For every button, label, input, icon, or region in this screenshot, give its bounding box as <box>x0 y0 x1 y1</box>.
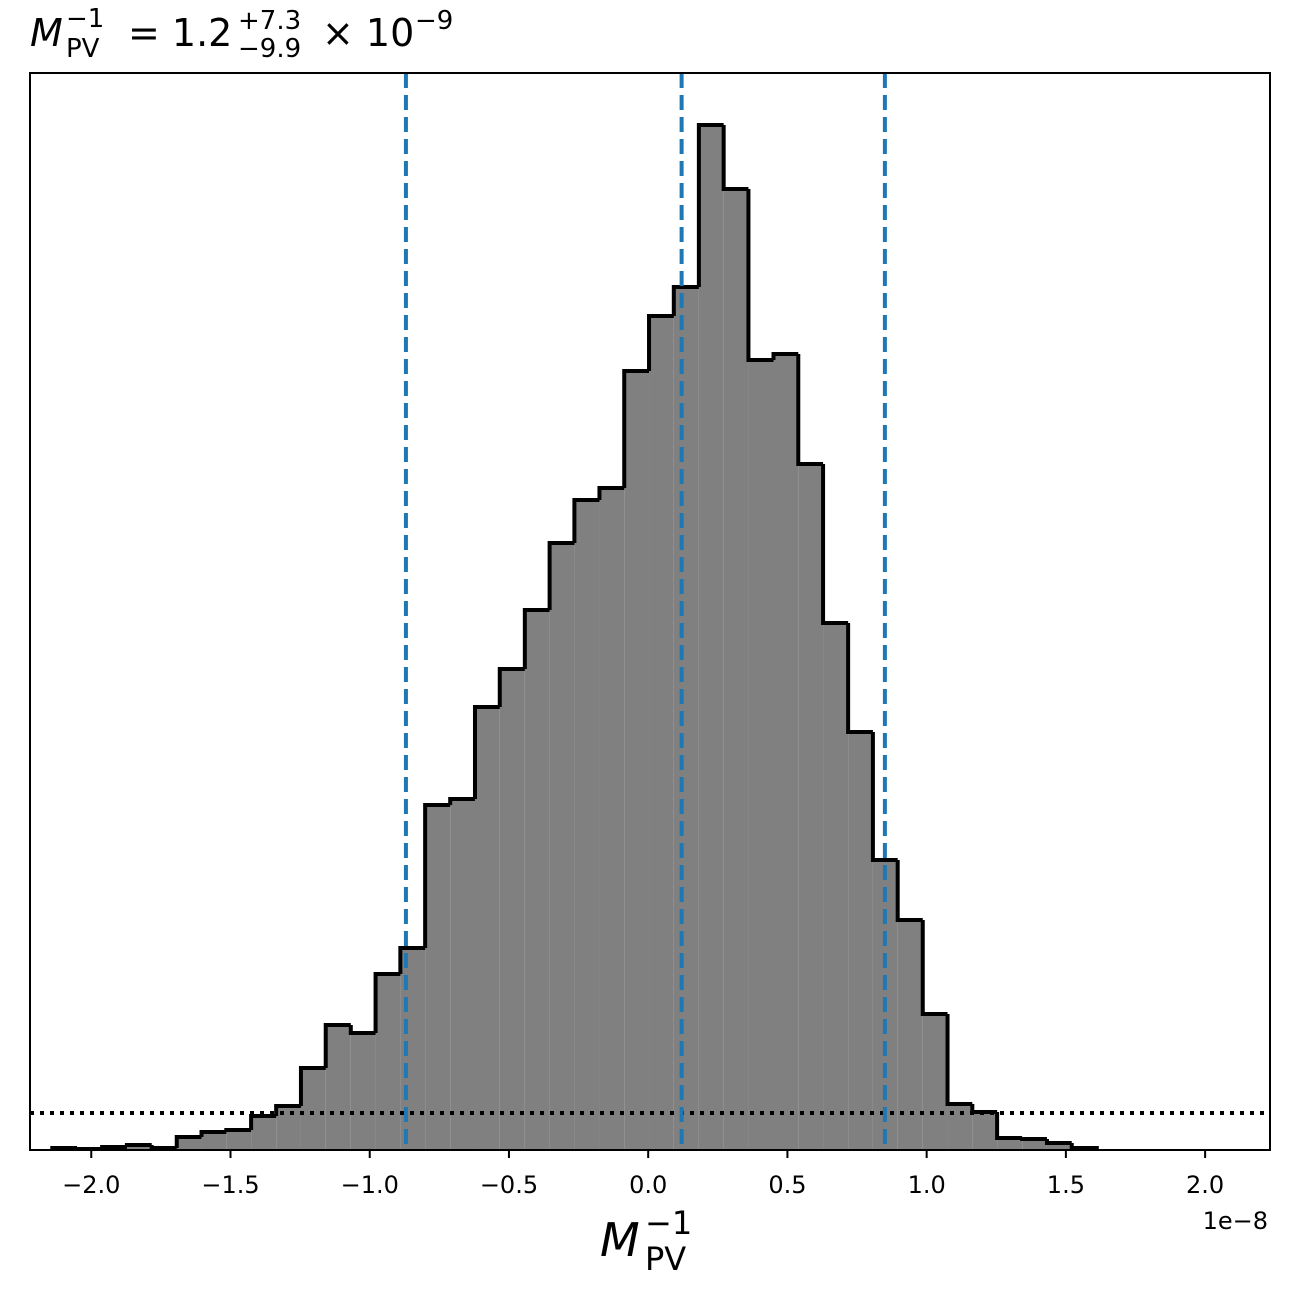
histogram-outline <box>995 1112 1023 1140</box>
histogram-outline <box>348 1025 376 1035</box>
histogram-outline <box>870 732 898 862</box>
x-tick-label: −1.0 <box>341 1171 399 1199</box>
histogram-outline <box>323 1023 351 1068</box>
x-tick-label: −0.5 <box>480 1171 538 1199</box>
histogram-outline <box>149 1145 177 1150</box>
histogram-bar <box>474 707 500 1150</box>
histogram-outline <box>821 464 849 625</box>
histogram-outline <box>721 125 749 191</box>
title-value: = 1.2 <box>128 11 232 55</box>
x-axis-symbol: M <box>600 1213 640 1267</box>
histogram-bar <box>201 1132 227 1150</box>
histogram-outline <box>398 946 426 974</box>
x-axis-subscript: PV <box>645 1240 686 1278</box>
histogram-bar <box>375 974 401 1150</box>
title-upper-error: +7.3 <box>238 6 301 36</box>
histogram-bar <box>848 732 873 1150</box>
histogram-bar <box>325 1025 351 1150</box>
histogram-bar <box>773 354 799 1150</box>
histogram-outline <box>423 803 451 948</box>
histogram-bar <box>748 360 774 1150</box>
x-tick-label: 0.5 <box>768 1171 806 1199</box>
histogram-bar <box>549 543 575 1150</box>
histogram-bar <box>947 1104 973 1150</box>
histogram-outline <box>75 1147 103 1151</box>
plot-frame <box>29 72 1271 1151</box>
title-exponent: −9 <box>415 6 453 36</box>
histogram-bar <box>300 1068 326 1150</box>
histogram-outline <box>796 354 824 466</box>
histogram-bar <box>673 287 699 1150</box>
histogram-bar <box>823 623 849 1150</box>
title-superscript: −1 <box>66 4 104 34</box>
title-multiplier: × 10 <box>322 11 414 55</box>
histogram-outline <box>647 314 674 371</box>
offset-text: 1e−8 <box>1203 1207 1268 1235</box>
title-lower-error: −9.9 <box>238 34 301 64</box>
histogram-bar <box>997 1138 1023 1150</box>
histogram-bar <box>972 1112 998 1150</box>
histogram-bar <box>251 1116 277 1150</box>
histogram-outline <box>1020 1137 1047 1141</box>
histogram-outline <box>622 369 650 488</box>
histogram-outline <box>746 189 774 362</box>
x-tick-label: −2.0 <box>62 1171 120 1199</box>
title-subscript: PV <box>66 34 100 64</box>
histogram-outline <box>671 285 699 316</box>
histogram-outline <box>249 1114 277 1130</box>
histogram-outline <box>224 1128 252 1132</box>
histogram-outline <box>298 1066 326 1106</box>
title-symbol: M <box>30 11 63 55</box>
histogram-outline <box>945 1014 973 1106</box>
histogram-outline <box>522 608 550 669</box>
histogram-outline <box>174 1135 202 1148</box>
histogram-outline <box>448 797 475 805</box>
histogram-outline <box>547 541 575 610</box>
x-tick-label: 1.5 <box>1047 1171 1085 1199</box>
histogram-outline <box>920 920 948 1016</box>
histogram-outline <box>846 623 873 734</box>
histogram-outline <box>100 1145 127 1149</box>
histogram-bar <box>524 610 550 1150</box>
histogram-bar <box>897 920 923 1150</box>
histogram-bar <box>723 189 749 1150</box>
histogram-outline <box>199 1130 227 1137</box>
histogram-bar <box>276 1106 301 1150</box>
histogram-bar <box>649 316 674 1150</box>
histogram-outline <box>472 705 500 799</box>
histogram-outline <box>1044 1139 1072 1145</box>
histogram-bar <box>698 125 724 1150</box>
histogram-bar <box>450 799 475 1150</box>
histogram-bar <box>624 371 650 1150</box>
histogram-bar <box>499 669 525 1150</box>
histogram-outline <box>696 123 724 287</box>
histogram-outline <box>497 667 525 707</box>
x-axis-superscript: −1 <box>645 1204 692 1242</box>
histogram-outline <box>274 1104 301 1116</box>
histogram-outline <box>895 860 923 922</box>
histogram-outline <box>597 486 625 500</box>
histogram-bar <box>574 500 600 1150</box>
x-tick-label: 0.0 <box>629 1171 667 1199</box>
x-tick-label: −1.5 <box>201 1171 259 1199</box>
histogram-bar <box>425 805 451 1150</box>
histogram-bar <box>226 1130 252 1150</box>
x-tick-label: 2.0 <box>1186 1171 1224 1199</box>
histogram-bar <box>1046 1143 1072 1150</box>
histogram-outline <box>373 972 401 1033</box>
histogram-bar <box>176 1137 202 1150</box>
histogram-bar <box>350 1033 376 1150</box>
histogram-outline <box>124 1143 152 1147</box>
histogram-bar <box>599 488 625 1150</box>
histogram-bar <box>798 464 824 1150</box>
histogram-outline <box>771 352 799 360</box>
histogram-outline <box>572 498 600 543</box>
histogram-bar <box>126 1145 152 1150</box>
x-tick-label: 1.0 <box>908 1171 946 1199</box>
histogram-bar <box>1022 1139 1047 1150</box>
histogram-bar <box>922 1014 948 1150</box>
